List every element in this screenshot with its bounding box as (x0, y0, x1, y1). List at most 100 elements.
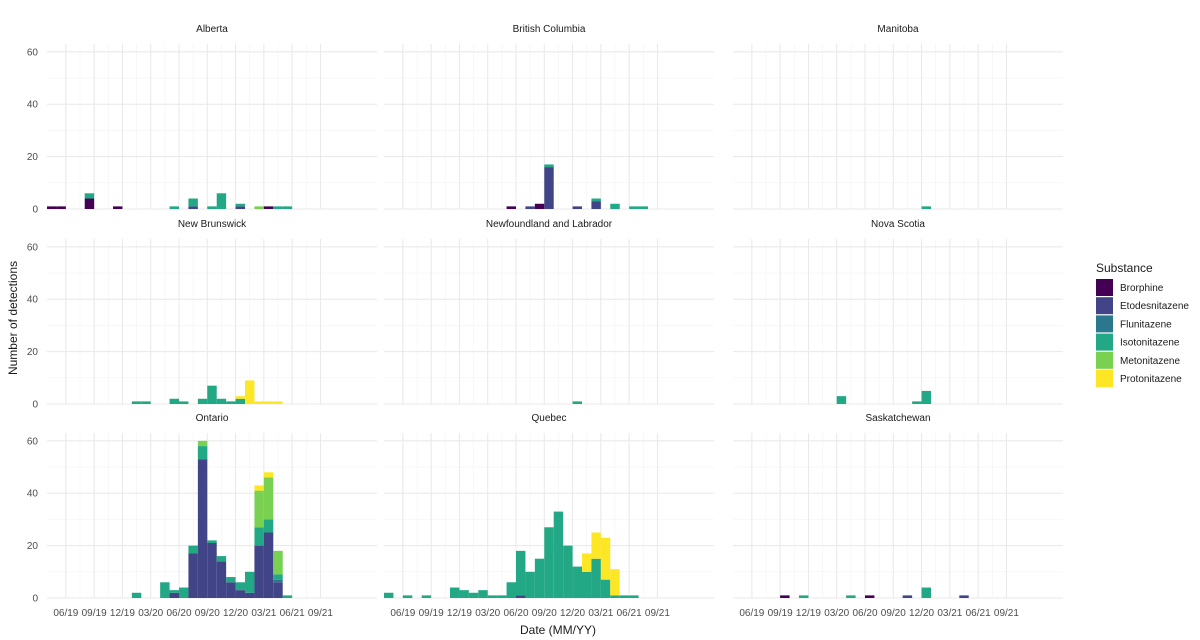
bar-alberta-15-etodesnitazene (188, 206, 198, 209)
bar-quebec-26-isotonitazene (629, 595, 639, 598)
bar-quebec-17-isotonitazene (544, 527, 554, 598)
bar-ontario-23-protonitazene (263, 472, 274, 478)
panel-title-newfoundland-and-labrador: Newfoundland and Labrador (486, 219, 613, 230)
x-tick-label: 06/21 (966, 608, 991, 619)
bar-nova-scotia-20-isotonitazene (921, 390, 931, 404)
bar-ontario-12-isotonitazene (160, 582, 170, 598)
bar-british-columbia-27-isotonitazene (638, 206, 648, 209)
bar-alberta-1-brorphine (56, 206, 66, 209)
bar-saskatchewan-24-etodesnitazene (959, 595, 969, 598)
bar-alberta-23-brorphine (263, 206, 274, 209)
panel-saskatchewan: Saskatchewan 06/19 09/19 12/19 03/20 06/20 09/… (733, 413, 1063, 619)
bar-saskatchewan-20-isotonitazene (921, 587, 931, 598)
bar-quebec-2-isotonitazene (402, 595, 413, 598)
bar-quebec-7-isotonitazene (450, 587, 460, 598)
x-tick-label: 03/21 (937, 608, 962, 619)
bar-ontario-20-isotonitazene (235, 582, 245, 591)
bar-quebec-23-protonitazene (600, 537, 611, 580)
y-tick-label: 0 (32, 205, 38, 216)
y-tick-label: 20 (27, 541, 39, 552)
x-tick-label: 06/19 (739, 608, 764, 619)
panel-new-brunswick: New Brunswick 0 20 40 60 (27, 219, 377, 411)
panel-alberta: Alberta 0 20 40 60 (27, 24, 377, 216)
bar-ontario-22-isotonitazene (254, 527, 264, 546)
bar-new-brunswick-18-isotonitazene (216, 398, 227, 404)
bar-british-columbia-26-isotonitazene (629, 206, 639, 209)
bar-ontario-24-isotonitazene (273, 574, 283, 580)
legend-label-metonitazene: Metonitazene (1120, 356, 1180, 367)
y-tick-label: 40 (27, 489, 39, 500)
bar-new-brunswick-9-isotonitazene (131, 401, 142, 404)
bar-alberta-17-isotonitazene (207, 206, 217, 209)
y-tick-label: 40 (27, 295, 39, 306)
x-axis-title: Date (MM/YY) (520, 623, 596, 637)
y-tick-label: 20 (27, 347, 39, 358)
bar-quebec-8-isotonitazene (459, 590, 469, 598)
bar-saskatchewan-12-isotonitazene (846, 595, 856, 598)
x-tick-label: 03/20 (475, 608, 500, 619)
bar-alberta-13-isotonitazene (169, 206, 179, 209)
x-tick-label: 06/19 (53, 608, 78, 619)
bar-ontario-15-isotonitazene (188, 545, 198, 554)
bar-british-columbia-13-brorphine (506, 206, 516, 209)
bar-ontario-23-metonitazene (263, 477, 274, 520)
legend-label-flunitazene: Flunitazene (1120, 319, 1172, 330)
panel-title-saskatchewan: Saskatchewan (865, 413, 930, 424)
bar-manitoba-20-isotonitazene (921, 206, 931, 209)
bar-quebec-24-protonitazene (610, 569, 620, 596)
bar-quebec-14-isotonitazene (516, 550, 526, 596)
bar-nova-scotia-11-isotonitazene (836, 396, 847, 404)
bar-quebec-14-etodesnitazene (516, 595, 526, 598)
bar-alberta-25-isotonitazene (282, 206, 293, 209)
x-tick-label: 12/20 (909, 608, 934, 619)
panel-nova-scotia: Nova Scotia (733, 219, 1063, 405)
bar-ontario-24-etodesnitazene (273, 582, 283, 598)
bar-alberta-7-brorphine (113, 206, 123, 209)
x-tick-label: 12/19 (447, 608, 472, 619)
panels-layer: Alberta 0 20 40 60 British Columbia Manitoba Ne… (27, 24, 1063, 619)
bar-new-brunswick-20-isotonitazene (235, 398, 245, 404)
y-axis-title: Number of detections (6, 261, 20, 375)
bar-alberta-0-brorphine (47, 206, 57, 209)
x-tick-label: 09/19 (419, 608, 444, 619)
y-tick-label: 60 (27, 47, 39, 58)
legend-label-isotonitazene: Isotonitazene (1120, 338, 1180, 349)
bar-british-columbia-17-isotonitazene (544, 164, 554, 168)
x-tick-label: 03/20 (138, 608, 163, 619)
bar-quebec-20-isotonitazene (572, 566, 582, 598)
bar-ontario-19-etodesnitazene (226, 582, 236, 598)
bar-ontario-15-etodesnitazene (188, 553, 198, 598)
bar-new-brunswick-24-protonitazene (273, 401, 283, 404)
x-tick-label: 06/21 (617, 608, 642, 619)
bar-quebec-19-isotonitazene (563, 545, 573, 598)
x-tick-label: 09/20 (532, 608, 557, 619)
bar-ontario-13-etodesnitazene (169, 592, 179, 598)
bar-quebec-16-isotonitazene (534, 558, 545, 598)
legend: Substance Brorphine Etodesnitazene Flunita… (1096, 261, 1189, 387)
x-tick-label: 12/20 (223, 608, 248, 619)
bar-new-brunswick-19-isotonitazene (226, 401, 236, 404)
panel-newfoundland-and-labrador: Newfoundland and Labrador (384, 219, 714, 405)
bar-ontario-18-etodesnitazene (216, 561, 227, 598)
x-tick-label: 03/21 (251, 608, 276, 619)
bar-new-brunswick-20-protonitazene (235, 396, 245, 399)
panel-title-nova-scotia: Nova Scotia (871, 219, 925, 230)
panel-title-ontario: Ontario (196, 413, 229, 424)
bar-ontario-16-isotonitazene (197, 446, 208, 460)
bar-quebec-11-isotonitazene (487, 595, 498, 598)
bar-ontario-22-metonitazene (254, 490, 264, 528)
x-tick-label: 03/21 (588, 608, 613, 619)
y-tick-label: 60 (27, 242, 39, 253)
x-tick-label: 06/20 (166, 608, 191, 619)
bar-ontario-16-etodesnitazene (197, 459, 208, 598)
bar-british-columbia-22-etodesnitazene (591, 201, 601, 209)
bar-new-brunswick-14-isotonitazene (179, 401, 189, 404)
bar-ontario-22-etodesnitazene (254, 545, 264, 598)
bar-quebec-23-isotonitazene (600, 579, 611, 598)
x-tick-label: 06/19 (390, 608, 415, 619)
y-tick-label: 60 (27, 436, 39, 447)
bar-british-columbia-24-isotonitazene (610, 203, 620, 209)
bar-alberta-20-isotonitazene (235, 203, 245, 207)
bar-new-brunswick-13-isotonitazene (169, 398, 179, 404)
panel-title-alberta: Alberta (196, 24, 228, 35)
